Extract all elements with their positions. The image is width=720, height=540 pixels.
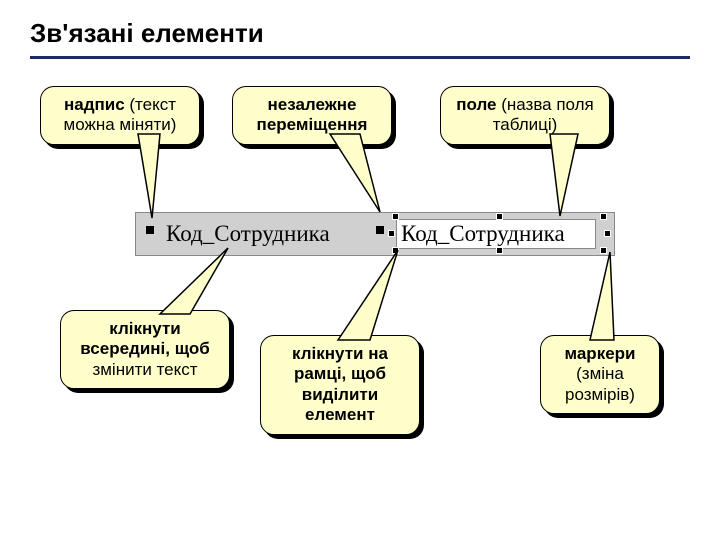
callout-click-inside: клікнути всередині, щоб змінити текст [60,310,230,389]
pointer-lines [0,0,720,540]
resize-marker[interactable] [600,247,607,254]
callout-click-frame-text: клікнути на рамці, щоб виділити елемент [260,335,420,435]
move-handle-icon[interactable] [146,226,162,242]
callout-label: надпис (текст можна міняти) [40,86,200,145]
resize-marker[interactable] [388,230,395,237]
callout-markers: маркери (зміна розмірів) [540,335,660,414]
resize-marker[interactable] [496,247,503,254]
callout-click-frame: клікнути на рамці, щоб виділити елемент [260,335,420,435]
callout-markers-text: маркери (зміна розмірів) [540,335,660,414]
resize-marker[interactable] [496,213,503,220]
callout-field: поле (назва поля таблиці) [440,86,610,145]
callout-label-text: надпис (текст можна міняти) [40,86,200,145]
callout-field-text: поле (назва поля таблиці) [440,86,610,145]
bound-field[interactable]: Код_Сотрудника [376,219,608,249]
title-underline [30,56,690,59]
callout-independent-move-text: незалежне переміщення [232,86,392,145]
bound-label[interactable]: Код_Сотрудника [146,219,364,249]
bound-label-text: Код_Сотрудника [166,221,330,247]
resize-marker[interactable] [392,247,399,254]
resize-marker[interactable] [392,213,399,220]
field-bar: Код_Сотрудника Код_Сотрудника [135,212,615,256]
resize-marker[interactable] [600,213,607,220]
bound-field-text: Код_Сотрудника [396,219,596,249]
callout-click-inside-text: клікнути всередині, щоб змінити текст [60,310,230,389]
page-title: Зв'язані елементи [30,18,264,49]
resize-marker[interactable] [604,230,611,237]
callout-independent-move: незалежне переміщення [232,86,392,145]
